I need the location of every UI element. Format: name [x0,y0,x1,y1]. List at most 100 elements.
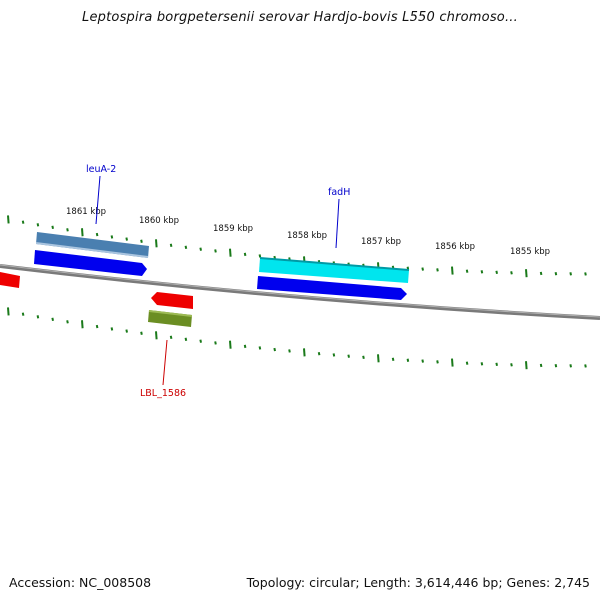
scale-label: 1859 kbp [213,224,253,234]
scale-label: 1857 kbp [361,237,401,247]
minor-tick [51,225,54,230]
minor-tick [140,331,143,335]
minor-tick [569,364,572,368]
gene-feature-cyan-top [260,257,409,271]
minor-tick [539,363,543,368]
minor-tick [317,352,321,356]
minor-tick [140,239,143,243]
minor-tick [584,364,587,368]
scale-label: 1856 kbp [435,242,475,252]
minor-tick [510,363,513,367]
major-tick [81,320,84,329]
gene-feature-olive-top [149,310,192,317]
minor-tick [51,317,54,322]
major-tick [303,348,306,357]
minor-tick [258,346,262,350]
minor-tick [21,312,25,316]
minor-tick [199,339,202,343]
minor-tick [110,327,114,331]
inner-tick-ring [7,307,587,370]
gene-label-leuA-2[interactable]: leuA-2 [86,164,116,175]
chromosome-backbone [0,264,600,320]
gene-feature-cyan[interactable] [259,258,409,283]
label-leader-leuA-2 [95,175,101,225]
major-tick [377,354,380,363]
minor-tick [243,344,247,349]
minor-tick [110,235,114,239]
minor-tick [66,228,69,232]
major-tick [7,307,10,316]
minor-tick [539,271,543,276]
minor-tick [510,271,513,275]
minor-tick [21,220,25,224]
cds-reverse-arrow[interactable] [151,292,193,309]
major-tick [229,248,232,257]
gene-fadH[interactable] [257,257,409,300]
scale-label: 1860 kbp [139,216,179,226]
minor-tick [584,272,587,276]
minor-tick [288,349,291,353]
cds-reverse-fragment[interactable] [0,272,20,288]
minor-tick [66,320,69,324]
label-leader-fadH [335,198,340,249]
cds-forward-arrow[interactable] [34,250,147,276]
major-tick [229,340,232,349]
major-tick [525,361,528,370]
scale-label: 1861 kbp [66,207,106,217]
gene-feature-steel-shadow [36,242,148,258]
map-title: Leptospira borgpetersenii serovar Hardjo… [82,10,518,25]
minor-tick [436,360,439,364]
minor-tick [347,354,350,358]
scale-label: 1855 kbp [510,247,550,257]
minor-tick [36,315,40,319]
minor-tick [184,245,188,249]
minor-tick [273,347,276,352]
gene-label-fadH[interactable]: fadH [328,187,350,198]
minor-tick [465,269,469,273]
chromosome-backbone-highlight [0,264,600,318]
minor-tick [169,335,173,340]
minor-tick [125,329,128,333]
gene-feature-steel[interactable] [36,232,149,258]
minor-tick [569,272,572,276]
minor-tick [480,362,484,366]
major-tick [451,358,454,367]
cds-forward-arrow[interactable] [257,276,407,300]
minor-tick [95,232,99,237]
minor-tick [421,359,424,363]
gene-leuA-2[interactable] [34,232,149,276]
minor-tick [495,270,498,275]
minor-tick [554,363,558,368]
minor-tick [243,252,247,257]
gene-label-LBL_1586[interactable]: LBL_1586 [140,388,186,399]
minor-tick [125,237,128,241]
minor-tick [199,247,202,251]
minor-tick [436,268,439,272]
minor-tick [184,337,188,341]
topology-summary: Topology: circular; Length: 3,614,446 bp… [246,575,590,590]
major-tick [7,215,10,224]
minor-tick [214,341,217,345]
major-tick [81,228,84,237]
gene-LBL_1586[interactable] [148,292,193,327]
major-tick [155,331,158,340]
minor-tick [465,361,469,365]
minor-tick [214,249,217,253]
accession-label: Accession: NC_008508 [9,575,152,590]
minor-tick [169,243,173,248]
minor-tick [362,355,365,359]
minor-tick [554,271,558,276]
minor-tick [332,353,336,357]
minor-tick [421,267,424,271]
minor-tick [391,357,395,362]
minor-tick [95,324,99,329]
minor-tick [36,223,40,227]
minor-tick [258,254,262,258]
minor-tick [406,358,410,362]
major-tick [155,239,158,248]
major-tick [451,266,454,275]
scale-labels: 1861 kbp 1860 kbp 1859 kbp 1858 kbp 1857… [66,207,550,257]
minor-tick [495,362,498,367]
minor-tick [480,270,484,274]
